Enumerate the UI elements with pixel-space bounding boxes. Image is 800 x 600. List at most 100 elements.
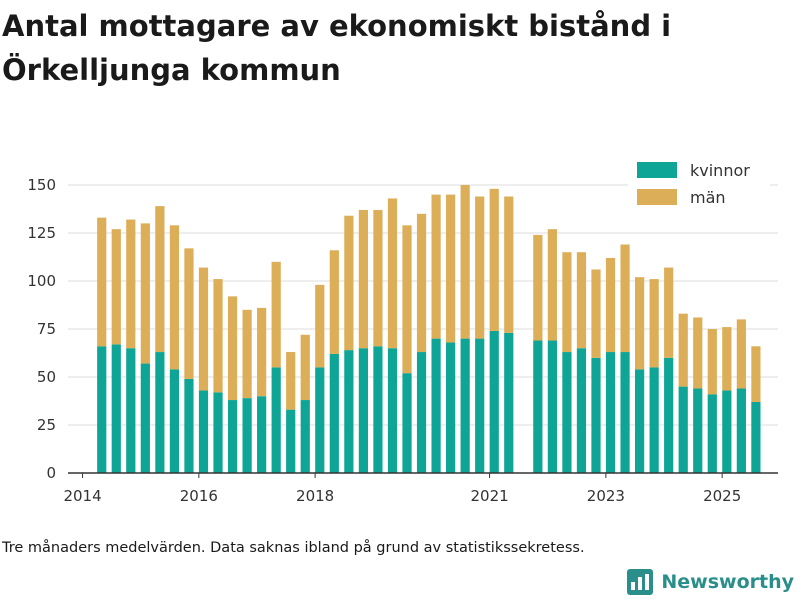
bar-kvinnor-36 [635,369,645,473]
bar-kvinnor-15 [315,367,325,473]
bar-kvinnor-19 [373,346,383,473]
bar-män-36 [635,277,645,370]
bar-kvinnor-27 [489,330,499,473]
bar-män-37 [649,279,659,368]
bar-män-6 [184,248,194,379]
bar-kvinnor-9 [227,400,238,473]
legend-label-kvinnor: kvinnor [690,161,750,180]
bar-män-3 [140,223,150,364]
bar-män-27 [489,188,499,331]
bar-kvinnor-32 [576,348,587,473]
bar-kvinnor-4 [155,352,165,473]
chart-legend: kvinnor män [628,158,770,214]
bar-män-41 [707,329,717,395]
y-tick-label-125: 125 [27,224,56,242]
bar-män-42 [722,327,732,391]
bar-män-10 [242,309,252,399]
y-tick-label-100: 100 [27,272,56,290]
bar-män-19 [373,209,383,347]
bar-män-43 [736,319,746,389]
bar-kvinnor-21 [402,373,412,473]
bar-kvinnor-0 [97,346,107,473]
bar-kvinnor-24 [446,342,456,473]
bar-män-18 [358,209,368,349]
bar-kvinnor-25 [460,338,470,473]
bar-män-20 [387,198,398,349]
x-tick-label-2014: 2014 [63,487,101,505]
x-tick-label-2018: 2018 [296,487,334,505]
bar-kvinnor-33 [591,357,601,473]
bar-kvinnor-20 [387,348,398,473]
bar-kvinnor-44 [751,401,761,473]
bar-kvinnor-40 [693,388,703,473]
bar-kvinnor-18 [358,348,368,473]
bar-män-38 [664,267,674,358]
bar-män-24 [446,194,456,343]
bar-män-22 [416,213,427,353]
bar-män-33 [591,269,601,358]
legend-label-män: män [690,188,726,207]
bar-män-26 [475,196,485,339]
bar-kvinnor-35 [620,352,630,473]
y-tick-label-25: 25 [37,416,56,434]
bar-kvinnor-26 [475,338,485,473]
chart-bars [97,185,761,473]
bar-män-9 [227,296,238,401]
bar-kvinnor-6 [184,378,194,473]
bar-kvinnor-22 [416,352,427,473]
bar-kvinnor-12 [271,367,281,473]
y-tick-label-75: 75 [37,320,56,338]
bar-män-2 [126,219,136,349]
bar-män-17 [344,215,354,351]
bar-kvinnor-14 [300,400,310,473]
bar-män-8 [213,279,223,393]
chart-footnote: Tre månaders medelvärden. Data saknas ib… [2,540,585,556]
bar-män-34 [605,257,616,353]
bar-män-4 [155,206,165,353]
y-tick-label-50: 50 [37,368,56,386]
bar-män-15 [315,284,325,368]
brand-logo[interactable]: Newsworthy [627,569,794,595]
bar-män-39 [678,313,688,387]
bar-män-0 [97,217,107,347]
bar-män-5 [169,225,180,370]
bar-män-23 [431,194,441,339]
x-tick-label-2025: 2025 [703,487,741,505]
bar-män-16 [329,250,339,354]
bar-kvinnor-41 [707,394,717,473]
bar-kvinnor-38 [664,357,674,473]
bar-kvinnor-7 [198,390,209,473]
bar-män-35 [620,244,630,353]
bar-kvinnor-17 [344,350,354,473]
x-tick-label-2021: 2021 [470,487,508,505]
bar-kvinnor-29 [533,340,543,473]
bar-kvinnor-5 [169,369,180,473]
page-title: Antal mottagare av ekonomiskt bistånd i … [2,9,672,87]
x-tick-label-2023: 2023 [587,487,625,505]
bar-män-40 [693,317,703,389]
bar-kvinnor-34 [605,352,616,473]
bar-män-13 [286,352,296,410]
bar-kvinnor-16 [329,353,339,473]
bar-kvinnor-2 [126,348,136,473]
stacked-bar-chart: 0 25 50 75 100 125 150 2014 2016 2018 2021 2023 2025… [27,158,778,505]
bar-kvinnor-13 [286,409,296,473]
bar-män-31 [562,252,572,353]
bar-kvinnor-37 [649,367,659,473]
bar-män-11 [257,307,267,397]
bar-kvinnor-43 [736,388,746,473]
bar-kvinnor-31 [562,352,572,473]
x-tick-label-2016: 2016 [180,487,218,505]
bar-kvinnor-42 [722,390,732,473]
bar-kvinnor-8 [213,392,223,473]
bar-män-12 [271,261,281,368]
chart-axes: 0 25 50 75 100 125 150 2014 2016 2018 2021 2023 2025 [27,176,778,505]
bar-kvinnor-11 [257,396,267,473]
bar-kvinnor-3 [140,363,150,473]
bar-kvinnor-10 [242,398,252,473]
bar-män-29 [533,234,543,341]
legend-swatch-kvinnor [637,162,677,178]
y-tick-label-150: 150 [27,176,56,194]
bar-kvinnor-1 [111,344,121,473]
bar-män-44 [751,346,761,402]
